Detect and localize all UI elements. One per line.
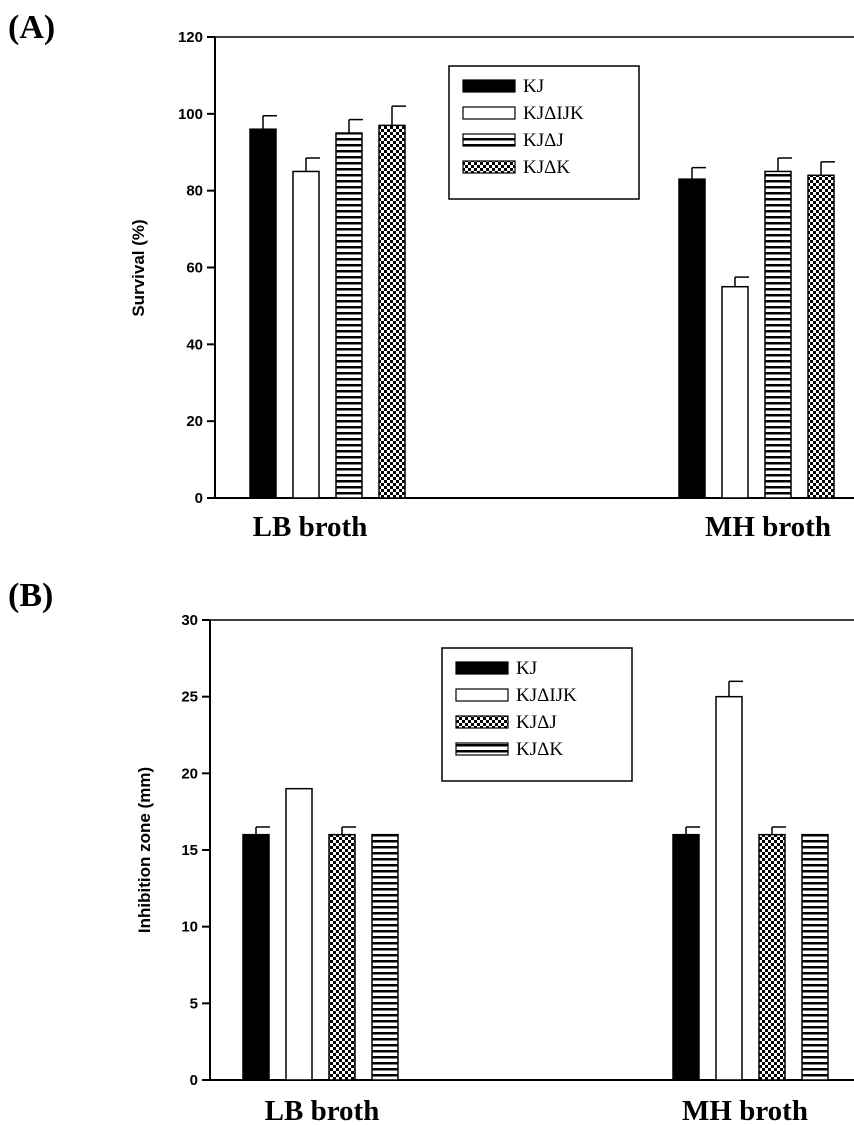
bar-lb-broth-series-3 [328, 833, 356, 1081]
bar-lb-broth-series-4 [371, 833, 399, 1081]
y-tick-label: 20 [186, 413, 203, 430]
legend-label: KJΔIJK [516, 685, 577, 706]
y-tick-label: 0 [195, 490, 203, 507]
bar-lb-broth-series-1 [249, 128, 277, 499]
y-tick-label: 40 [186, 336, 203, 353]
legend-swatch [455, 742, 509, 756]
legend-label: KJΔK [516, 739, 563, 760]
category-label: LB broth [265, 1095, 380, 1125]
panel-a-label: (A) [8, 9, 55, 46]
y-tick-label: 25 [181, 689, 198, 706]
bar-mh-broth-series-1 [672, 833, 700, 1081]
bar-mh-broth-series-2 [721, 285, 749, 499]
panel-b-plot-area: 0 5 10 15 20 25 30 LB broth MH broth KJ KJΔIJK KJΔJ… [181, 612, 854, 1125]
y-tick-label: 120 [178, 29, 203, 46]
y-tick-label: 10 [181, 919, 198, 936]
y-tick-label: 0 [190, 1072, 198, 1089]
bar-lb-broth-series-2 [285, 787, 313, 1081]
panel-a: (A) Survival (%) 0 20 40 60 80 100 120 LB broth… [8, 9, 854, 543]
panel-a-y-axis-title: Survival (%) [129, 219, 148, 316]
bar-mh-broth-series-4 [801, 833, 829, 1081]
category-label: MH broth [705, 511, 831, 543]
y-tick-label: 15 [181, 842, 198, 859]
legend-swatch [462, 160, 516, 174]
legend-swatch [455, 715, 509, 729]
y-tick-label: 30 [181, 612, 198, 629]
legend: KJ KJΔIJK KJΔJ KJΔK [441, 647, 633, 782]
bar-mh-broth-series-1 [678, 178, 706, 499]
bar-mh-broth-series-4 [807, 174, 835, 499]
panel-b-y-axis-title: Inhibition zone (mm) [135, 767, 154, 933]
bar-lb-broth-series-3 [335, 132, 363, 499]
y-tick-label: 60 [186, 260, 203, 277]
legend-label: KJΔIJK [523, 103, 584, 124]
bar-mh-broth-series-3 [758, 833, 786, 1081]
legend-swatch [455, 688, 509, 702]
bar-lb-broth-series-1 [242, 833, 270, 1081]
y-tick-label: 100 [178, 106, 203, 123]
legend-swatch [462, 79, 516, 93]
legend-label: KJΔJ [516, 712, 557, 733]
legend-swatch [462, 106, 516, 120]
y-tick-label: 80 [186, 183, 203, 200]
legend-label: KJ [516, 658, 537, 679]
legend-swatch [455, 661, 509, 675]
bar-mh-broth-series-3 [764, 170, 792, 499]
bar-lb-broth-series-4 [378, 124, 406, 499]
legend-label: KJ [523, 76, 544, 97]
y-tick-label: 5 [190, 995, 198, 1012]
panel-b-label: (B) [8, 577, 53, 614]
panel-b: (B) Inhibition zone (mm) 0 5 10 15 20 25 30 LB … [8, 577, 854, 1125]
bar-mh-broth-series-2 [715, 695, 743, 1081]
legend: KJ KJΔIJK KJΔJ KJΔK [448, 65, 640, 200]
legend-label: KJΔK [523, 157, 570, 178]
y-tick-label: 20 [181, 765, 198, 782]
category-label: MH broth [682, 1095, 808, 1125]
legend-label: KJΔJ [523, 130, 564, 151]
legend-swatch [462, 133, 516, 147]
bar-lb-broth-series-2 [292, 170, 320, 499]
category-label: LB broth [253, 511, 368, 543]
